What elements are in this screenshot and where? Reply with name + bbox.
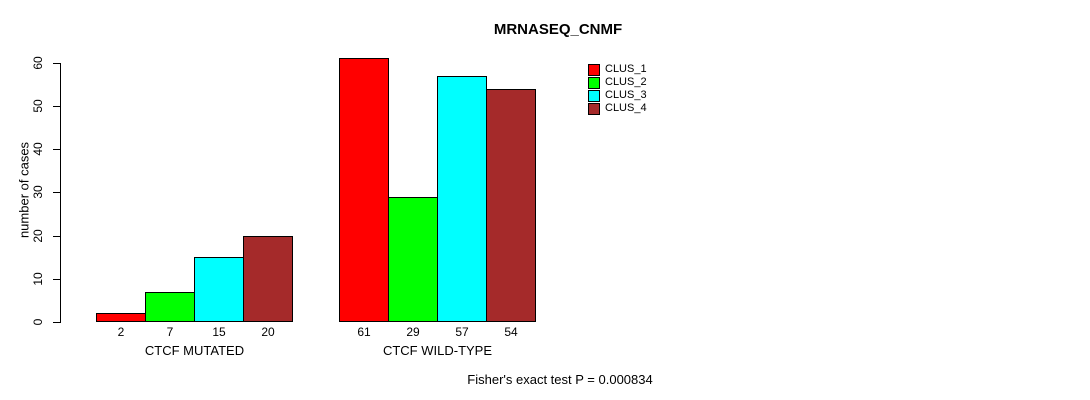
y-tick-label: 10 [31,272,45,286]
chart-title: MRNASEQ_CNMF [493,21,623,38]
y-tick [53,278,60,280]
legend-label: CLUS_4 [605,102,647,114]
legend-swatch-clus-2 [588,76,600,89]
legend-swatch-clus-3 [588,89,600,102]
legend-swatch-clus-4 [588,102,600,115]
legend-label: CLUS_3 [605,89,647,101]
legend-item-clus-3: CLUS_3 [588,89,647,102]
group-label-ctcf-wild-type: CTCF WILD-TYPE [382,343,493,358]
y-tick-label: 60 [31,56,45,70]
legend-label: CLUS_2 [605,76,647,88]
y-tick-label: 0 [31,318,45,326]
group-label-ctcf-mutated: CTCF MUTATED [144,343,245,358]
y-tick-label: 40 [31,142,45,156]
legend-swatch-clus-1 [588,63,600,76]
y-axis-label: number of cases [16,141,32,239]
y-tick [53,106,60,107]
y-tick-label: 30 [31,185,45,200]
legend: CLUS_1 CLUS_2 CLUS_3 CLUS_4 [588,63,647,115]
bar-clus-4-ctcf-mutated [243,235,293,322]
y-tick-label: 20 [31,228,45,243]
bar-value-label-clus-4-ctcf-mutated: 20 [261,325,275,339]
y-axis-line [60,62,61,323]
legend-item-clus-2: CLUS_2 [588,76,647,89]
y-tick [53,235,60,237]
bar-value-label-clus-3-ctcf-wild-type: 57 [455,325,469,339]
y-tick [53,62,60,64]
bar-clus-2-ctcf-wild-type [388,196,438,322]
bar-clus-3-ctcf-mutated [194,257,244,322]
legend-item-clus-1: CLUS_1 [588,63,647,76]
bar-clus-3-ctcf-wild-type [437,75,487,322]
bar-clus-4-ctcf-wild-type [486,88,536,322]
legend-item-clus-4: CLUS_4 [588,102,647,115]
bar-clus-1-ctcf-mutated [96,313,146,322]
y-tick [53,322,60,323]
bar-clus-2-ctcf-mutated [145,291,195,322]
fisher-test-annotation: Fisher's exact test P = 0.000834 [467,372,653,387]
bar-value-label-clus-1-ctcf-wild-type: 61 [357,325,371,339]
bar-value-label-clus-3-ctcf-mutated: 15 [212,325,226,339]
bar-value-label-clus-2-ctcf-mutated: 7 [166,325,174,339]
bar-value-label-clus-1-ctcf-mutated: 2 [117,325,125,339]
bar-value-label-clus-2-ctcf-wild-type: 29 [406,325,420,339]
bar-clus-1-ctcf-wild-type [339,58,389,322]
legend-label: CLUS_1 [605,63,647,75]
y-tick-label: 50 [31,99,45,113]
y-tick [53,149,60,151]
y-tick [53,192,60,194]
bar-value-label-clus-4-ctcf-wild-type: 54 [504,325,518,339]
